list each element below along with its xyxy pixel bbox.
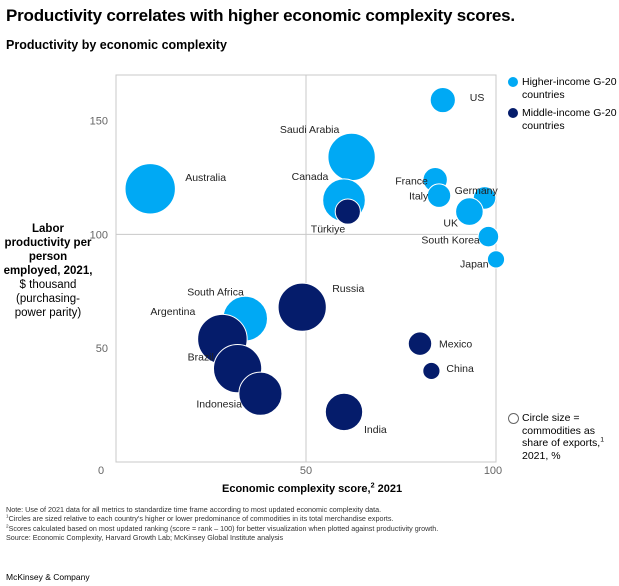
bubble-australia — [124, 163, 176, 215]
label-india: India — [364, 424, 387, 436]
y-axis-label-bold: Labor productivity per person employed, … — [3, 223, 93, 277]
footnotes: Note: Use of 2021 data for all metrics t… — [6, 505, 606, 542]
label-australia: Australia — [185, 172, 226, 184]
label-saudi-arabia: Saudi Arabia — [280, 124, 340, 136]
label-france: France — [395, 176, 428, 188]
y-tick-50: 50 — [96, 343, 108, 355]
bubble-uk — [455, 197, 484, 226]
legend-item-circle-size: Circle size = commodities as share of ex… — [508, 412, 608, 462]
bubble-japan — [486, 250, 506, 269]
legend-label-middle-income: Middle-income G-20 countries — [522, 107, 617, 132]
chart-title: Productivity correlates with higher econ… — [6, 6, 515, 25]
label-indonesia: Indonesia — [196, 399, 242, 411]
bubble-china — [422, 361, 441, 381]
y-axis-label: Labor productivity per person employed, … — [2, 222, 94, 320]
x-tick-50: 50 — [300, 465, 312, 477]
label-italy: Italy — [409, 191, 429, 203]
label-uk: UK — [443, 218, 458, 230]
bubble-indonesia — [238, 371, 283, 416]
legend-label-higher-income: Higher-income G-20 countries — [522, 76, 617, 101]
bubble-mexico — [407, 331, 433, 356]
footnote-2: 2Scores calculated based on most updated… — [6, 523, 439, 533]
x-tick-100: 100 — [484, 465, 502, 477]
x-axis-label: Economic complexity score,2 2021 — [222, 481, 403, 495]
legend-label-circle-size: Circle size = commodities as share of ex… — [522, 412, 605, 462]
label-germany: Germany — [455, 185, 499, 197]
chart-subtitle: Productivity by economic complexity — [6, 38, 227, 52]
label-japan: Japan — [460, 258, 489, 270]
bubble-saudi-arabia — [327, 132, 376, 182]
y-tick-150: 150 — [90, 116, 108, 128]
footer-brand: McKinsey & Company — [6, 572, 90, 582]
label-mexico: Mexico — [439, 339, 472, 351]
legend-item-middle-income: Middle-income G-20 countries — [508, 107, 618, 137]
legend-circle-size-icon — [508, 413, 519, 424]
bubble-russia — [277, 282, 327, 332]
label-south-africa: South Africa — [187, 287, 244, 299]
label-canada: Canada — [292, 171, 329, 183]
y-tick-100: 100 — [90, 229, 108, 241]
bubble-italy — [426, 183, 452, 208]
label-argentina: Argentina — [150, 306, 195, 318]
bubble-south-korea — [477, 225, 500, 248]
label-china: China — [446, 363, 474, 375]
label-south-korea: South Korea — [421, 235, 480, 247]
axis-origin-label: 0 — [98, 465, 104, 477]
bubble-india — [324, 392, 364, 432]
legend-swatch-middle-income — [508, 108, 518, 118]
scatter-chart: 50 100 150 0 50 100 US Saudi Arabia Australia Ca… — [90, 74, 506, 477]
legend-swatch-higher-income — [508, 77, 518, 87]
footnote-source: Source: Economic Complexity, Harvard Gro… — [6, 532, 284, 542]
label-brazil: Brazil — [188, 352, 214, 364]
y-axis-label-unit: $ thousand (purchasing-power parity) — [14, 279, 82, 319]
bubble-us — [429, 86, 456, 114]
footnote-1: 1Circles are sized relative to each coun… — [6, 513, 394, 524]
label-us: US — [470, 92, 485, 104]
label-russia: Russia — [332, 283, 364, 295]
legend-item-higher-income: Higher-income G-20 countries — [508, 76, 618, 106]
bubble-t-rkiye — [334, 198, 361, 225]
footnote-note: Note: Use of 2021 data for all metrics t… — [6, 505, 382, 514]
label-t-rkiye: Türkiye — [311, 224, 346, 236]
